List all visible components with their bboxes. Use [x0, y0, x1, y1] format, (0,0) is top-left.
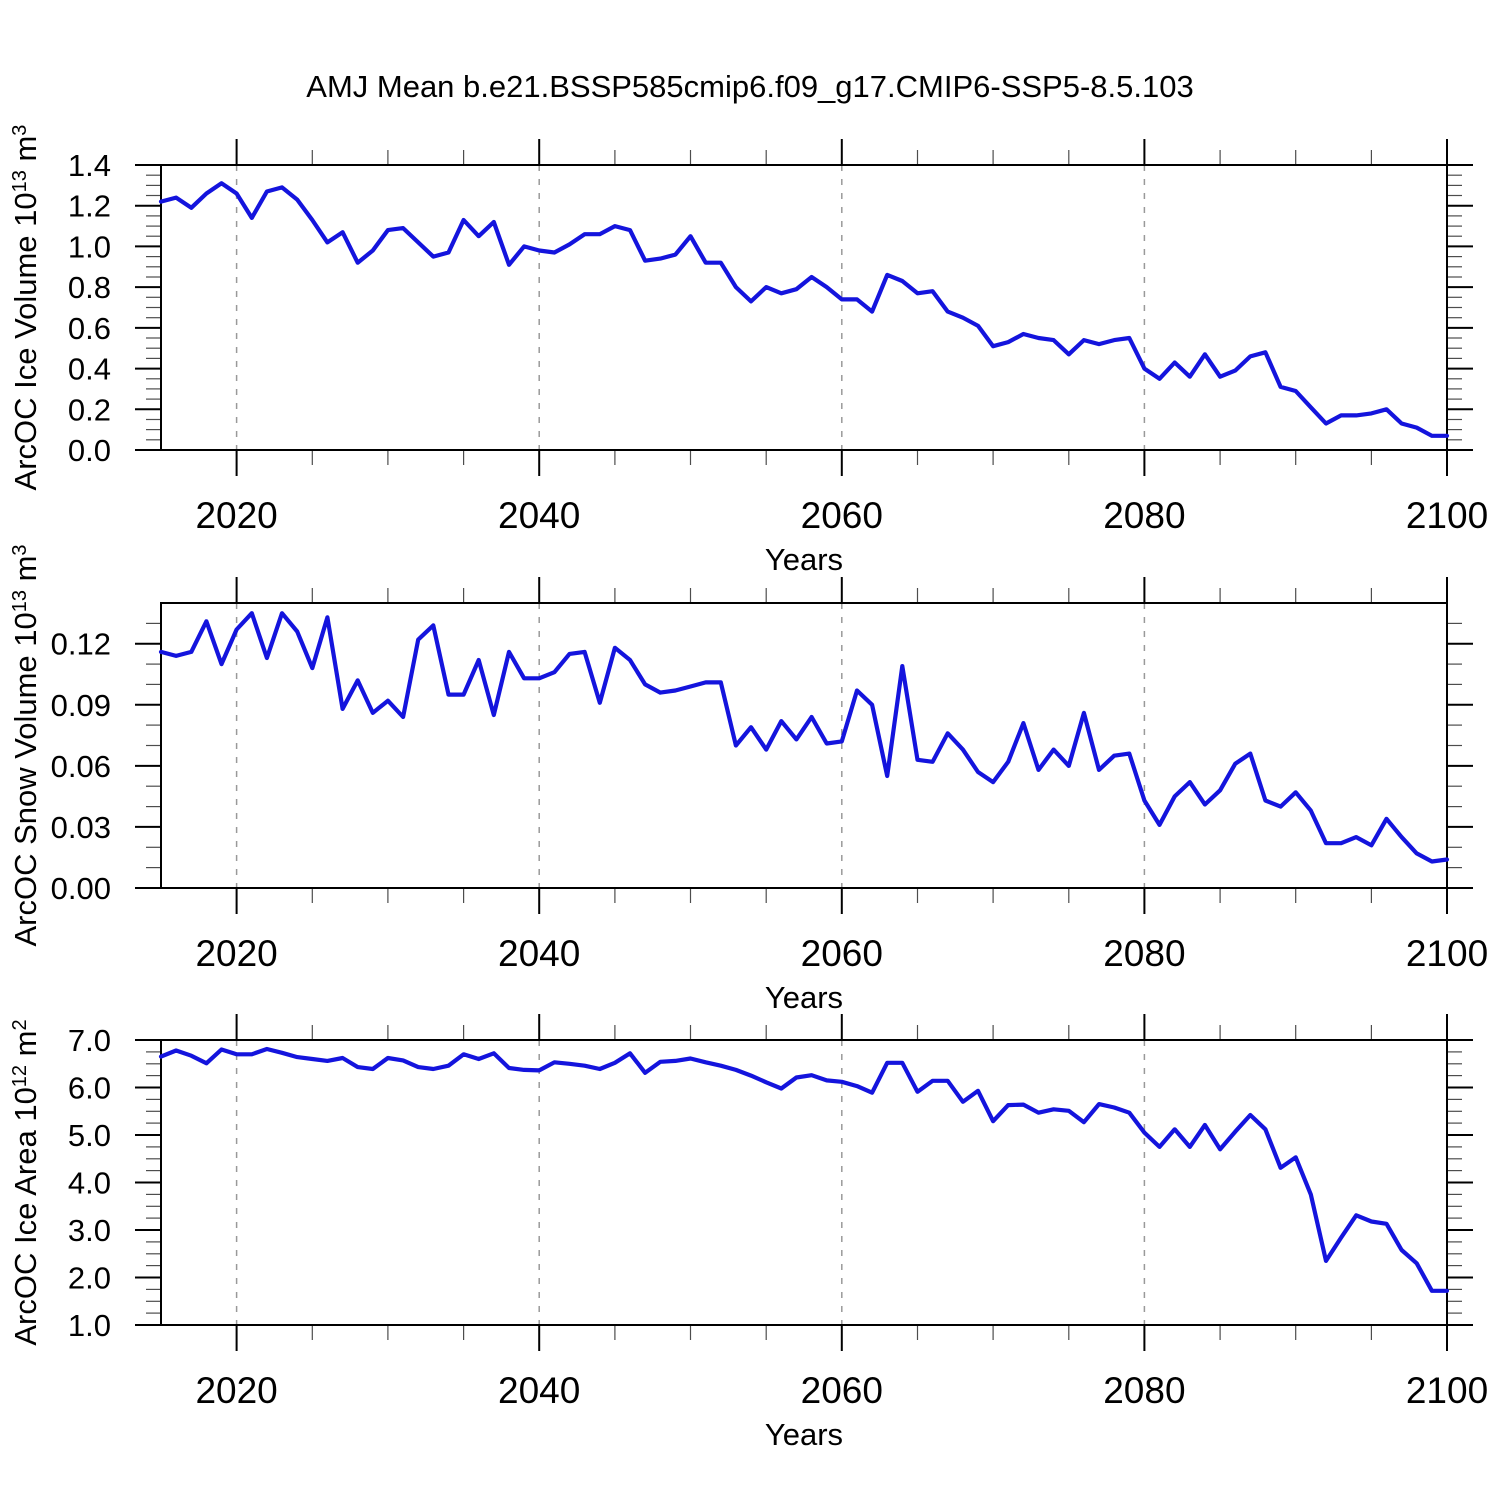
y-tick-label: 0.2	[68, 392, 111, 427]
y-tick-label: 4.0	[68, 1166, 111, 1201]
series-line-arcoc-ice-area	[158, 1046, 1450, 1293]
x-tick-label: 2040	[498, 933, 580, 974]
y-axis-title-text: ArcOC Ice Area 10	[8, 1087, 43, 1345]
x-axis-title: Years	[765, 542, 843, 577]
y-axis-title-superscript: 2	[9, 1019, 31, 1030]
y-tick-label: 7.0	[68, 1023, 111, 1058]
x-tick-label: 2020	[195, 1370, 277, 1411]
y-tick-label: 0.09	[51, 688, 111, 723]
y-tick-label: 0.4	[68, 352, 111, 387]
x-tick-label: 2100	[1406, 495, 1488, 536]
y-tick-label: 0.03	[51, 810, 111, 845]
x-tick-label: 2020	[195, 495, 277, 536]
x-tick-label: 2080	[1103, 1370, 1185, 1411]
y-axis-title-text: ArcOC Ice Volume 10	[8, 192, 43, 490]
y-tick-label: 6.0	[68, 1071, 111, 1106]
series-line-arcoc-ice-volume	[158, 181, 1450, 438]
chart-panel-arcoc-ice-area: 2020 2040 2060 2080 2100 1.0 2.0 3.0 4.0 5.0 6.0 7.…	[8, 1014, 1488, 1452]
y-axis-title: ArcOC Ice Volume 1013 m3	[8, 125, 43, 491]
y-axis-title-superscript: 3	[9, 125, 31, 136]
y-tick-label: 1.4	[68, 148, 111, 183]
series-line-arcoc-snow-volume	[158, 611, 1450, 864]
x-axis-title: Years	[765, 1417, 843, 1452]
figure-title: AMJ Mean b.e21.BSSP585cmip6.f09_g17.CMIP…	[306, 69, 1193, 104]
x-tick-label: 2080	[1103, 495, 1185, 536]
y-axis-title: ArcOC Snow Volume 1013 m3	[8, 544, 43, 946]
x-tick-label: 2060	[801, 495, 883, 536]
x-tick-label: 2100	[1406, 1370, 1488, 1411]
y-tick-label: 0.00	[51, 871, 111, 906]
y-axis-title-text: m	[8, 136, 43, 170]
chart-panel-arcoc-ice-volume: 2020 2040 2060 2080 2100 0.0 0.2 0.4 0.6 0.8 1.0 1.…	[8, 125, 1488, 577]
y-tick-label: 1.0	[68, 229, 111, 264]
x-axis-title: Years	[765, 980, 843, 1015]
y-axis-title-text: m	[8, 556, 43, 590]
y-tick-label: 0.0	[68, 433, 111, 468]
y-tick-label: 1.2	[68, 189, 111, 224]
x-tick-label: 2080	[1103, 933, 1185, 974]
y-axis-title-superscript: 12	[9, 1065, 31, 1087]
y-tick-label: 0.06	[51, 749, 111, 784]
y-axis-title: ArcOC Ice Area 1012 m2	[8, 1019, 43, 1345]
y-tick-label: 0.12	[51, 627, 111, 662]
y-axis-title-superscript: 3	[9, 544, 31, 555]
y-tick-label: 1.0	[68, 1308, 111, 1343]
y-tick-label: 5.0	[68, 1118, 111, 1153]
x-tick-label: 2040	[498, 1370, 580, 1411]
x-tick-label: 2060	[801, 1370, 883, 1411]
charts-group: 2020 2040 2060 2080 2100 0.0 0.2 0.4 0.6 0.8 1.0 1.…	[8, 125, 1488, 1452]
plot-frame	[160, 602, 1448, 889]
y-tick-label: 0.8	[68, 270, 111, 305]
y-axis-title-superscript: 13	[9, 590, 31, 612]
y-tick-label: 3.0	[68, 1213, 111, 1248]
plot-frame	[160, 1039, 1448, 1326]
y-tick-label: 2.0	[68, 1261, 111, 1296]
y-axis-title-text: ArcOC Snow Volume 10	[8, 612, 43, 946]
plot-frame	[160, 164, 1448, 451]
y-tick-label: 0.6	[68, 311, 111, 346]
x-tick-label: 2060	[801, 933, 883, 974]
x-tick-label: 2020	[195, 933, 277, 974]
x-tick-label: 2100	[1406, 933, 1488, 974]
y-axis-title-superscript: 13	[9, 170, 31, 192]
chart-panel-arcoc-snow-volume: 2020 2040 2060 2080 2100 0.00 0.03 0.06 0.09 0.12…	[8, 544, 1488, 1015]
y-axis-title-text: m	[8, 1030, 43, 1064]
x-tick-label: 2040	[498, 495, 580, 536]
